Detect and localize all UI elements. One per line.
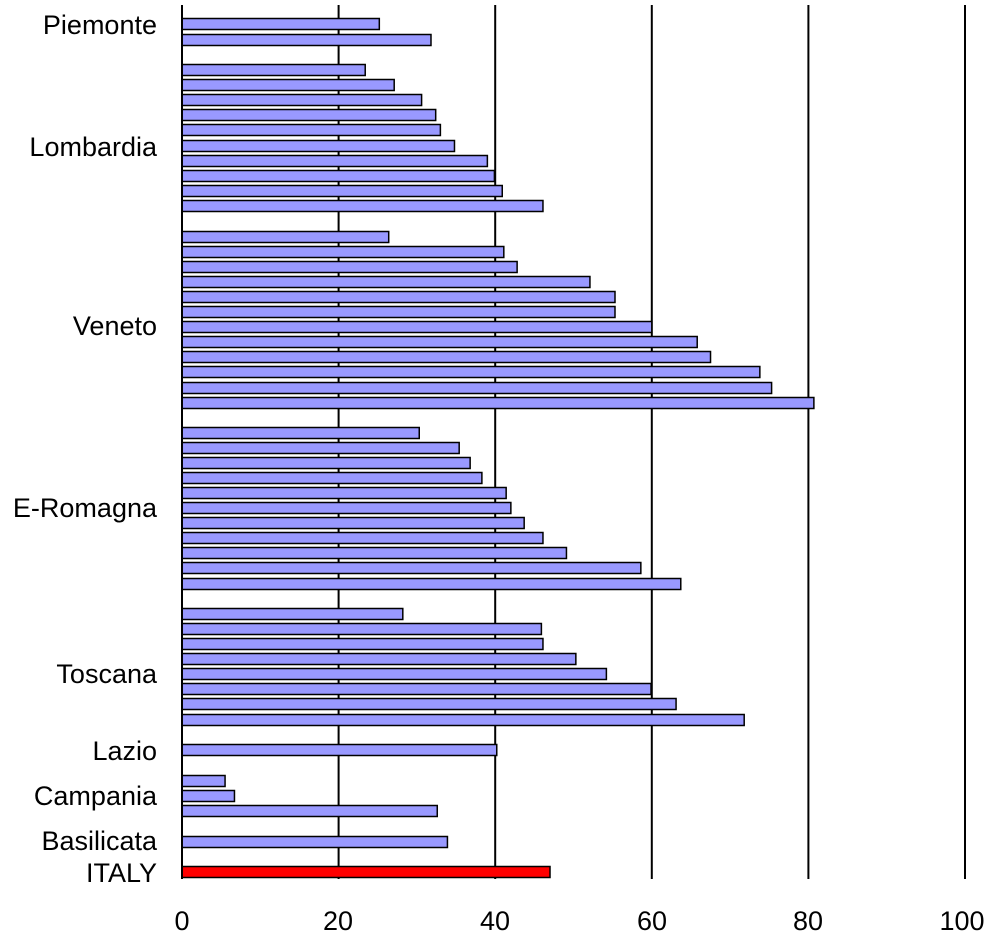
x-tick-label-0: 0 xyxy=(174,906,189,936)
bar-e-romagna-9 xyxy=(181,546,568,560)
region-label-lombardia: Lombardia xyxy=(29,132,158,162)
bar-campania-3 xyxy=(181,804,439,818)
bar-toscana-2 xyxy=(181,622,543,636)
bar-lombardia-4 xyxy=(181,108,437,122)
bar-lombardia-3 xyxy=(181,93,423,107)
axes: Piemonte Lombardia Veneto E-Romagna Tosc… xyxy=(13,5,985,936)
bar-veneto-8 xyxy=(181,335,698,349)
bar-lombardia-6 xyxy=(181,139,456,153)
bar-toscana-3 xyxy=(181,637,544,651)
bar-e-romagna-10 xyxy=(181,561,642,575)
bar-toscana-6 xyxy=(181,682,652,696)
x-tick-label-100: 100 xyxy=(939,906,984,936)
bar-e-romagna-6 xyxy=(181,501,512,515)
bar-lombardia-5 xyxy=(181,123,442,137)
bar-veneto-11 xyxy=(181,381,773,395)
x-tick-label-20: 20 xyxy=(323,906,353,936)
bar-e-romagna-3 xyxy=(181,456,471,470)
gridlines xyxy=(337,5,966,879)
bar-e-romagna-5 xyxy=(181,486,507,500)
bar-e-romagna-2 xyxy=(181,441,460,455)
bar-lombardia-7 xyxy=(181,154,489,168)
x-tick-label-80: 80 xyxy=(793,906,823,936)
region-label-toscana: Toscana xyxy=(56,659,158,689)
x-tick-label-60: 60 xyxy=(637,906,667,936)
bar-lombardia-1 xyxy=(181,63,366,77)
bar-veneto-1 xyxy=(181,230,390,244)
bar-toscana-5 xyxy=(181,667,608,681)
bar-lombardia-10 xyxy=(181,199,544,213)
region-label-campania: Campania xyxy=(34,781,158,811)
x-tick-label-40: 40 xyxy=(480,906,510,936)
region-label-e-romagna: E-Romagna xyxy=(13,493,158,523)
bar-piemonte-1 xyxy=(181,17,381,31)
bar-veneto-2 xyxy=(181,245,505,259)
bar-e-romagna-1 xyxy=(181,426,420,440)
bar-campania-1 xyxy=(181,774,226,788)
bar-toscana-4 xyxy=(181,652,577,666)
bar-veneto-4 xyxy=(181,275,591,289)
bar-toscana-7 xyxy=(181,697,677,711)
region-label-veneto: Veneto xyxy=(73,311,157,341)
bar-veneto-12 xyxy=(181,396,815,410)
bar-lombardia-9 xyxy=(181,184,503,198)
bar-lazio-1 xyxy=(181,743,498,757)
bar-e-romagna-8 xyxy=(181,531,544,545)
bar-veneto-5 xyxy=(181,290,616,304)
bar-piemonte-2 xyxy=(181,33,432,47)
bar-toscana-8 xyxy=(181,713,745,727)
bar-lombardia-8 xyxy=(181,169,496,183)
bar-basilicata-1 xyxy=(181,835,449,849)
bar-e-romagna-11 xyxy=(181,577,682,591)
bars xyxy=(181,17,815,879)
bar-e-romagna-4 xyxy=(181,471,483,485)
bar-veneto-7 xyxy=(181,320,653,334)
bar-veneto-6 xyxy=(181,305,616,319)
region-label-basilicata: Basilicata xyxy=(41,826,158,856)
bar-e-romagna-7 xyxy=(181,516,525,530)
bar-italy-1 xyxy=(181,865,551,879)
bar-veneto-10 xyxy=(181,365,761,379)
bar-veneto-9 xyxy=(181,350,712,364)
bar-lombardia-2 xyxy=(181,78,395,92)
region-label-lazio: Lazio xyxy=(92,736,157,766)
region-label-piemonte: Piemonte xyxy=(43,10,157,40)
bar-veneto-3 xyxy=(181,260,518,274)
bar-campania-2 xyxy=(181,789,236,803)
bar-toscana-1 xyxy=(181,607,404,621)
region-label-italy: ITALY xyxy=(86,858,157,888)
